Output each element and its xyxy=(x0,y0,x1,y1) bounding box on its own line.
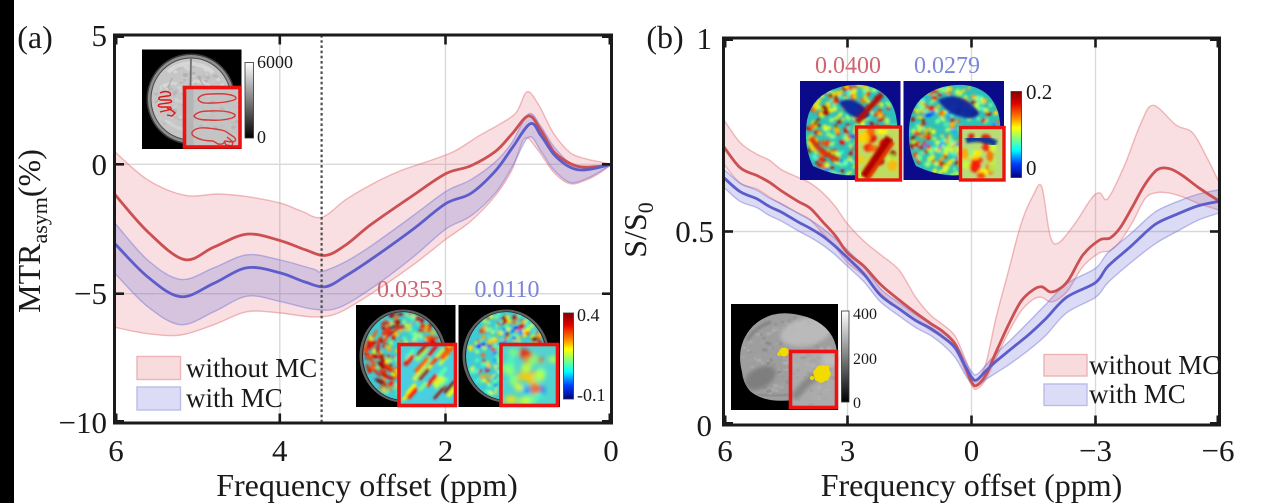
svg-text:with MC: with MC xyxy=(1089,379,1186,409)
svg-text:0.0400: 0.0400 xyxy=(815,53,881,79)
svg-text:6000: 6000 xyxy=(257,52,293,72)
svg-text:5: 5 xyxy=(92,18,108,53)
svg-text:0: 0 xyxy=(603,433,619,468)
svg-text:0: 0 xyxy=(964,433,980,468)
svg-text:4: 4 xyxy=(272,433,288,468)
svg-text:0.5: 0.5 xyxy=(675,214,714,249)
svg-text:0.0353: 0.0353 xyxy=(377,277,443,303)
svg-text:−10: −10 xyxy=(59,405,107,440)
svg-text:400: 400 xyxy=(853,306,877,323)
svg-text:3: 3 xyxy=(840,433,856,468)
svg-text:0: 0 xyxy=(1026,156,1037,180)
svg-text:0: 0 xyxy=(697,408,713,443)
svg-text:(a): (a) xyxy=(17,19,53,55)
svg-text:without MC: without MC xyxy=(1089,350,1220,380)
svg-text:0: 0 xyxy=(257,127,266,147)
svg-text:2: 2 xyxy=(438,433,454,468)
svg-text:-0.1: -0.1 xyxy=(577,385,606,405)
svg-text:0: 0 xyxy=(92,147,108,182)
svg-text:(b): (b) xyxy=(646,19,683,55)
svg-text:0: 0 xyxy=(853,395,861,412)
svg-text:Frequency offset (ppm): Frequency offset (ppm) xyxy=(821,467,1123,503)
svg-text:0.0110: 0.0110 xyxy=(474,277,539,303)
svg-text:Frequency offset (ppm): Frequency offset (ppm) xyxy=(216,467,518,503)
svg-text:1: 1 xyxy=(697,21,713,56)
svg-text:6: 6 xyxy=(717,433,733,468)
svg-text:−3: −3 xyxy=(1079,433,1112,468)
svg-text:0.2: 0.2 xyxy=(1026,80,1052,104)
svg-text:0.4: 0.4 xyxy=(577,305,600,325)
svg-text:with MC: with MC xyxy=(186,383,283,413)
svg-text:MTRasym(%): MTRasym(%) xyxy=(11,149,52,313)
svg-text:−5: −5 xyxy=(74,276,107,311)
svg-text:−6: −6 xyxy=(1202,433,1235,468)
svg-text:without MC: without MC xyxy=(186,353,317,383)
svg-text:0.0279: 0.0279 xyxy=(914,53,980,79)
svg-text:200: 200 xyxy=(853,351,877,368)
svg-text:6: 6 xyxy=(108,433,124,468)
